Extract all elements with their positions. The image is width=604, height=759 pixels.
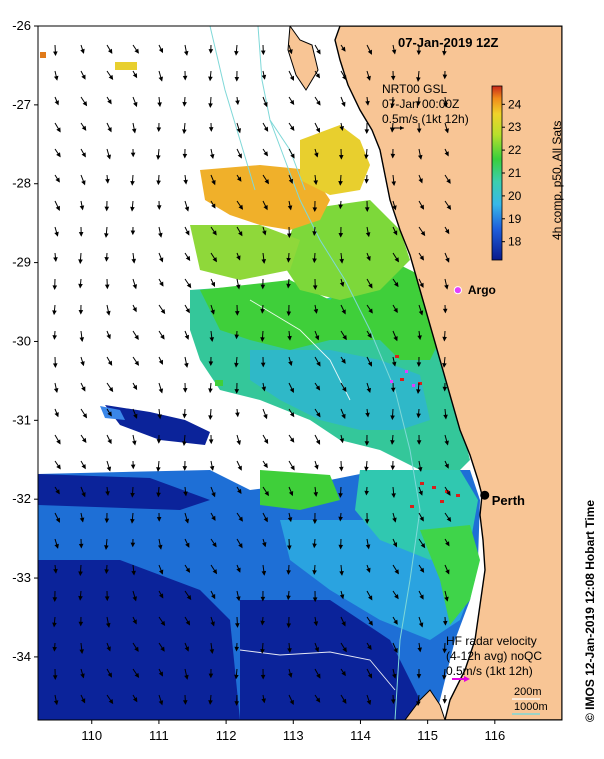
argo-marker: Argo [453,283,496,297]
lat-tick-label: -27 [12,97,31,112]
radar-legend-avg: (4-12h avg) noQC [446,649,542,663]
plot-frame [37,25,563,721]
radar-legend-title: HF radar velocity [446,634,537,648]
lat-tick-label: -30 [12,333,31,348]
lon-tick-label: 114 [350,728,371,743]
wind-legend: NRT00 GSL 07-Jan 00:00Z 0.5m/s (1kt 12h) [382,82,469,130]
credit-text: © IMOS 12-Jan-2019 12:08 Hobart Time [583,500,597,722]
colorbar-label: 4h comp, p50, All Sats [550,121,564,240]
colorbar-tick-label: 21 [508,166,522,180]
depth-1000m-label: 1000m [514,701,548,713]
lat-tick-label: -34 [12,649,31,664]
perth-label: Perth [492,493,525,508]
land-mass [334,26,562,720]
colorbar-tick-label: 22 [508,143,522,157]
lon-tick-label: 111 [149,728,169,743]
colorbar: 24 23 22 21 20 19 18 4h comp, p50, All Sats [491,85,564,261]
colorbar-tick-label: 18 [508,235,522,249]
lon-tick-label: 115 [417,728,438,743]
sst-field [38,52,480,720]
lat-tick-label: -29 [12,255,31,270]
lon-tick-label: 110 [81,728,102,743]
wind-legend-scale: 0.5m/s (1kt 12h) [382,112,469,126]
colorbar-ramp [491,85,503,261]
colorbar-tick-label: 24 [508,97,522,111]
longitude-axis: 110 111 112 113 114 115 116 [81,720,505,743]
lat-tick-label: -28 [12,176,31,191]
lat-tick-label: -26 [12,18,31,33]
radar-legend-scale: 0.5m/s (1kt 12h) [446,664,533,678]
map-title: 07-Jan-2019 12Z [398,35,499,50]
lon-tick-label: 113 [283,728,304,743]
wind-legend-time: 07-Jan 00:00Z [382,97,459,111]
lon-tick-label: 112 [216,728,237,743]
lat-tick-label: -31 [12,412,31,427]
radar-hotspots [395,355,460,508]
lat-tick-label: -33 [12,570,31,585]
wind-legend-source: NRT00 GSL [382,82,447,96]
colorbar-tick-label: 19 [508,212,522,226]
latitude-axis: -26 -27 -28 -29 -30 -31 -32 -33 -34 [12,18,38,664]
wind-arrows [52,44,452,707]
radar-legend: HF radar velocity (4-12h avg) noQC 0.5m/… [446,634,542,682]
colorbar-tick-label: 23 [508,120,522,134]
argo-label: Argo [468,283,496,297]
depth-legend: 200m 1000m [512,686,548,715]
perth-marker: Perth [480,490,525,508]
depth-200m-label: 200m [514,686,542,698]
colorbar-tick-label: 20 [508,189,522,203]
lat-tick-label: -32 [12,491,31,506]
lon-tick-label: 116 [484,728,505,743]
